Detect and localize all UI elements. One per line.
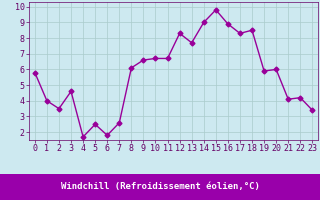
Text: Windchill (Refroidissement éolien,°C): Windchill (Refroidissement éolien,°C) [60, 182, 260, 192]
